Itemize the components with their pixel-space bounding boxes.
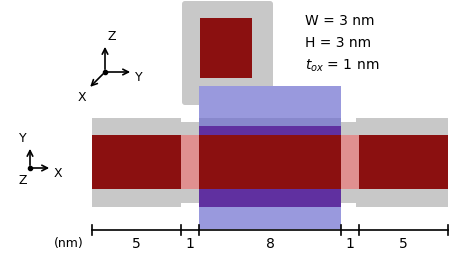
Bar [356, 118, 448, 206]
Text: Y: Y [135, 71, 143, 84]
Bar [200, 18, 252, 78]
Text: $t_{ox}$ = 1 nm: $t_{ox}$ = 1 nm [305, 58, 379, 74]
Text: Z: Z [108, 30, 117, 43]
Bar [199, 118, 341, 126]
Bar [92, 135, 184, 189]
Text: X: X [54, 167, 63, 180]
Text: 5: 5 [132, 237, 141, 251]
Text: Y: Y [19, 132, 27, 145]
Text: 5: 5 [399, 237, 408, 251]
Bar [92, 118, 181, 206]
Bar [199, 86, 341, 118]
Bar [341, 135, 359, 189]
Text: 1: 1 [185, 237, 194, 251]
Bar [341, 121, 359, 203]
Text: 8: 8 [265, 237, 274, 251]
Text: Z: Z [19, 174, 27, 187]
Bar [199, 206, 341, 229]
Text: W = 3 nm: W = 3 nm [305, 14, 374, 28]
FancyBboxPatch shape [182, 1, 273, 105]
Bar [199, 135, 341, 189]
Text: X: X [78, 91, 86, 104]
Bar [181, 135, 199, 189]
Text: H = 3 nm: H = 3 nm [305, 36, 371, 50]
Bar [199, 118, 341, 206]
Text: 1: 1 [346, 237, 355, 251]
Text: (nm): (nm) [54, 237, 84, 250]
Bar [356, 135, 448, 189]
Bar [181, 121, 199, 203]
